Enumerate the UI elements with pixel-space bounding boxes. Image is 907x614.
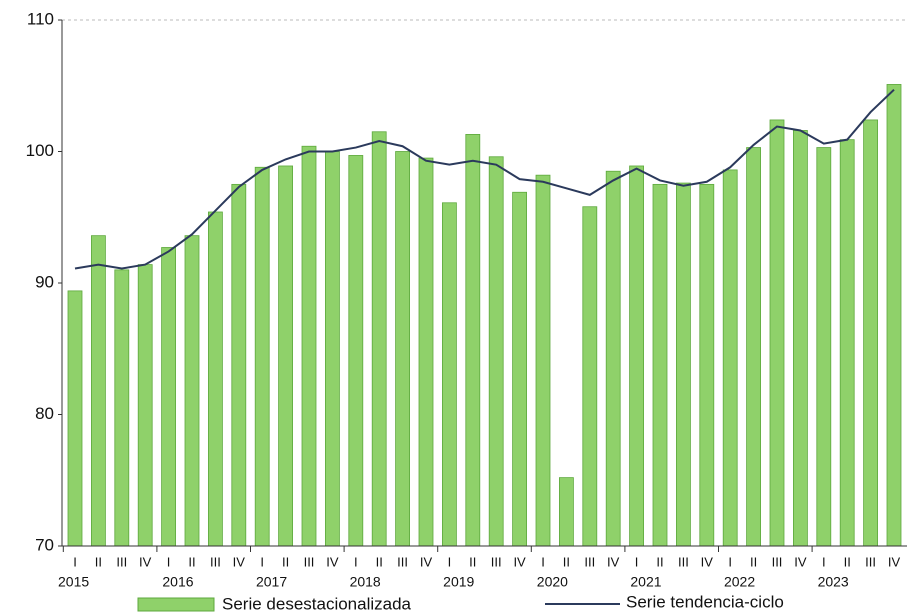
x-tick-label: IV — [326, 554, 339, 569]
bar — [207, 211, 223, 547]
bar — [395, 151, 411, 547]
x-tick-label: II — [750, 554, 757, 569]
x-tick-label: I — [260, 554, 264, 569]
bar — [582, 206, 598, 547]
x-tick-label: III — [678, 554, 689, 569]
year-label: 2016 — [162, 574, 193, 590]
bar — [535, 174, 551, 547]
year-label: 2018 — [350, 574, 381, 590]
x-tick-label: IV — [888, 554, 901, 569]
bar — [699, 183, 715, 547]
bar — [278, 165, 294, 547]
x-tick-label: IV — [701, 554, 714, 569]
bar — [769, 119, 785, 547]
bar — [67, 290, 83, 547]
y-tick-label: 100 — [26, 141, 54, 160]
x-tick-label: II — [469, 554, 476, 569]
x-tick-label: IV — [513, 554, 526, 569]
bar — [465, 134, 481, 547]
x-tick-label: III — [210, 554, 221, 569]
x-tick-label: III — [865, 554, 876, 569]
x-tick-label: IV — [233, 554, 246, 569]
x-tick-label: III — [116, 554, 127, 569]
x-tick-label: IV — [794, 554, 807, 569]
bar — [559, 477, 574, 547]
x-tick-label: I — [167, 554, 171, 569]
bar — [254, 166, 270, 547]
bar — [816, 147, 832, 547]
x-tick-label: II — [656, 554, 663, 569]
x-tick-label: II — [188, 554, 195, 569]
bar — [839, 139, 855, 547]
year-label: 2022 — [724, 574, 755, 590]
x-tick-label: III — [491, 554, 502, 569]
bar — [652, 183, 668, 547]
year-label: 2020 — [537, 574, 568, 590]
x-tick-label: II — [563, 554, 570, 569]
bar — [441, 202, 457, 547]
bar — [184, 235, 200, 547]
x-tick-label: II — [282, 554, 289, 569]
bar — [676, 182, 691, 547]
bar — [137, 264, 153, 547]
x-tick-label: III — [397, 554, 408, 569]
bar — [114, 269, 130, 547]
year-label: 2019 — [443, 574, 474, 590]
bar — [231, 183, 247, 547]
x-tick-label: I — [448, 554, 452, 569]
year-label: 2015 — [58, 574, 89, 590]
bar — [324, 151, 340, 547]
bar — [348, 155, 364, 547]
x-tick-label: I — [354, 554, 358, 569]
bar — [793, 130, 808, 547]
bar — [605, 170, 621, 547]
x-tick-label: I — [73, 554, 77, 569]
x-tick-label: I — [635, 554, 639, 569]
y-tick-label: 80 — [35, 404, 54, 423]
bar — [91, 235, 106, 547]
x-tick-label: III — [304, 554, 315, 569]
bar — [161, 247, 177, 547]
legend-swatch — [137, 597, 215, 612]
x-tick-label: II — [95, 554, 102, 569]
legend-label: Serie desestacionalizada — [222, 594, 412, 613]
y-tick-label: 90 — [35, 272, 54, 291]
x-tick-label: I — [822, 554, 826, 569]
x-tick-label: III — [772, 554, 783, 569]
x-tick-label: III — [584, 554, 595, 569]
x-tick-label: I — [541, 554, 545, 569]
bar — [418, 157, 434, 547]
bar — [512, 191, 527, 547]
bar — [746, 147, 761, 547]
x-tick-label: IV — [420, 554, 433, 569]
x-tick-label: I — [728, 554, 732, 569]
y-tick-label: 70 — [35, 535, 54, 554]
year-label: 2017 — [256, 574, 287, 590]
trend-line — [74, 88, 895, 270]
x-tick-label: IV — [139, 554, 152, 569]
x-tick-label: IV — [607, 554, 620, 569]
bar — [722, 169, 738, 547]
y-tick-label: 110 — [27, 9, 54, 28]
bar — [863, 119, 878, 547]
year-label: 2021 — [630, 574, 661, 590]
bar — [629, 165, 644, 547]
bar — [886, 84, 902, 547]
legend-label: Serie tendencia-ciclo — [626, 592, 784, 611]
bar — [488, 156, 504, 547]
x-tick-label: II — [844, 554, 851, 569]
x-tick-label: II — [376, 554, 383, 569]
bar — [371, 131, 387, 547]
bar — [301, 145, 317, 547]
year-label: 2023 — [818, 574, 849, 590]
